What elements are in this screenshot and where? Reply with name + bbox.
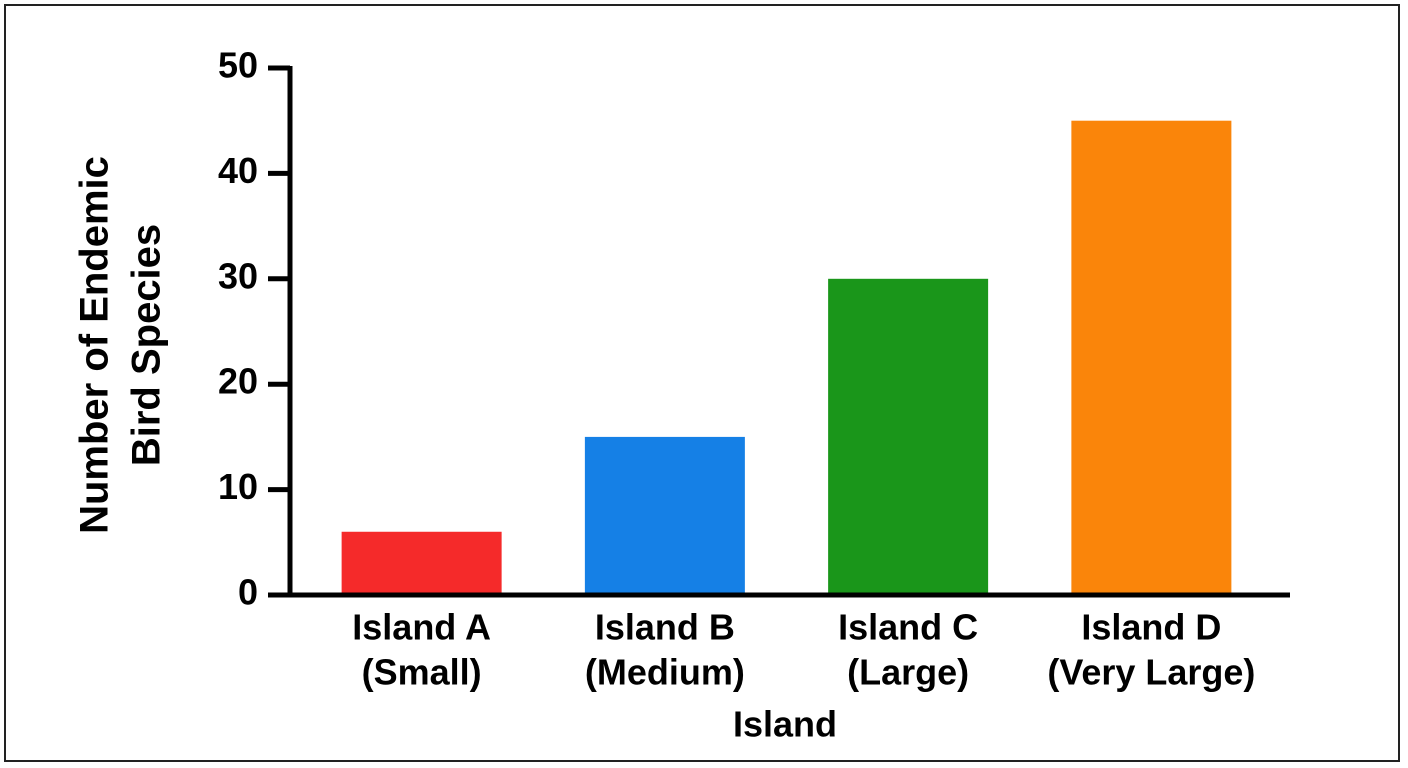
bar	[1071, 120, 1232, 595]
x-tick-label: Island C	[838, 607, 978, 648]
x-tick-label: (Medium)	[585, 652, 745, 693]
bar	[828, 278, 989, 595]
bar	[584, 436, 745, 595]
y-tick-label: 10	[218, 466, 258, 507]
x-axis-title: Island	[733, 704, 837, 745]
y-tick-label: 40	[218, 150, 258, 191]
x-tick-label: (Very Large)	[1047, 652, 1255, 693]
y-tick-label: 30	[218, 255, 258, 296]
x-tick-label: (Large)	[847, 652, 969, 693]
x-tick-label: Island D	[1081, 607, 1221, 648]
y-tick-label: 50	[218, 45, 258, 86]
y-tick-label: 0	[238, 572, 258, 613]
bar	[341, 531, 502, 595]
x-tick-label: (Small)	[362, 652, 482, 693]
x-tick-label: Island A	[352, 607, 491, 648]
y-axis-title-line: Bird Species	[125, 224, 169, 466]
x-tick-label: Island B	[595, 607, 735, 648]
y-axis-title-line: Number of Endemic	[73, 156, 117, 534]
y-axis-title: Number of Endemic Bird Species	[73, 156, 169, 534]
y-tick-label: 20	[218, 361, 258, 402]
